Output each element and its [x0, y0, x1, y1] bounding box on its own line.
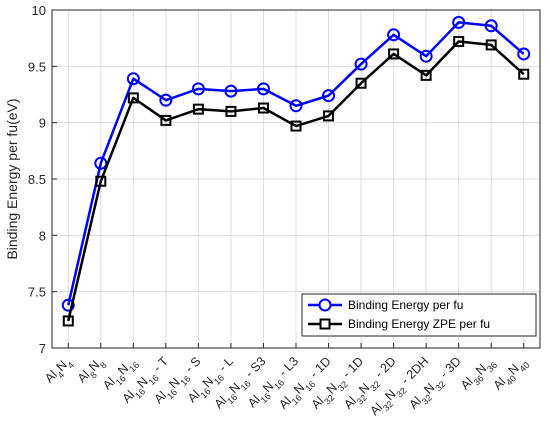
series-line	[67, 40, 525, 322]
y-tick-label: 7.5	[28, 285, 46, 300]
legend: Binding Energy per fu Binding Energy ZPE …	[301, 293, 537, 337]
y-tick-label: 9	[39, 116, 46, 131]
data-point-circle	[61, 298, 75, 312]
data-point-square	[518, 68, 530, 80]
data-point-square	[453, 36, 465, 48]
legend-marker	[318, 298, 332, 312]
data-point-circle	[387, 28, 401, 42]
legend-marker	[319, 318, 331, 330]
data-point-square	[388, 48, 400, 60]
series-layer	[61, 15, 531, 327]
data-point-circle	[191, 82, 205, 96]
data-point-square	[160, 114, 172, 126]
data-point-circle	[419, 49, 433, 63]
y-axis-label: Binding Energy per fu(eV)	[4, 98, 20, 259]
y-tick-label: 10	[32, 3, 46, 18]
plot-frame	[51, 9, 541, 349]
x-tick-label: Al36N36	[458, 354, 499, 395]
x-tick-label: Al40N40	[491, 354, 532, 395]
data-point-square	[62, 315, 74, 327]
data-point-square	[355, 77, 367, 89]
legend-item: Binding Energy per fu	[308, 298, 463, 312]
y-axis-ticks: 7 7.5 8 8.5 9 9.5 10	[28, 3, 57, 356]
grid-lines	[52, 9, 540, 349]
legend-box	[301, 293, 537, 337]
data-point-square	[420, 69, 432, 81]
y-tick-label: 9.5	[28, 59, 46, 74]
y-tick-label: 8.5	[28, 172, 46, 187]
data-point-circle	[289, 99, 303, 113]
legend-label: Binding Energy per fu	[348, 298, 463, 312]
data-point-circle	[354, 57, 368, 71]
data-point-circle	[484, 19, 498, 33]
data-point-circle	[517, 47, 531, 61]
x-tick-label: Al4N4	[42, 354, 76, 388]
data-point-circle	[94, 156, 108, 170]
data-point-square	[290, 120, 302, 132]
series-1	[61, 15, 531, 312]
y-tick-label: 7	[39, 341, 46, 356]
data-point-square	[323, 110, 335, 122]
data-point-circle	[159, 93, 173, 107]
data-point-circle	[256, 82, 270, 96]
y-tick-label: 8	[39, 228, 46, 243]
data-point-square	[257, 102, 269, 114]
series-line	[67, 21, 525, 306]
data-point-square	[225, 105, 237, 117]
data-point-square	[192, 103, 204, 115]
data-point-square	[127, 92, 139, 104]
series-2	[62, 36, 530, 327]
data-point-square	[485, 39, 497, 51]
data-point-square	[95, 175, 107, 187]
x-tick-label: Al16N16	[100, 354, 141, 395]
legend-item: Binding Energy ZPE per fu	[308, 317, 490, 331]
data-point-circle	[126, 72, 140, 86]
data-point-circle	[322, 89, 336, 103]
legend-label: Binding Energy ZPE per fu	[348, 317, 490, 331]
data-point-circle	[452, 15, 466, 29]
x-tick-label: Al8N8	[75, 354, 109, 388]
data-point-circle	[224, 84, 238, 98]
